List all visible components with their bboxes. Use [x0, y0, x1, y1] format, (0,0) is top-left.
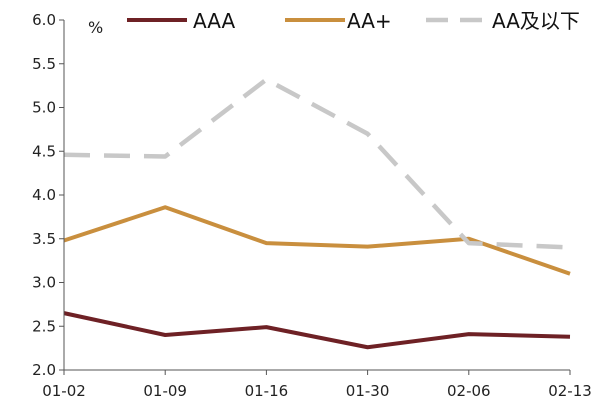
x-tick-label: 01-16 — [245, 382, 289, 400]
legend-label-AAA: AAA — [193, 9, 235, 33]
x-tick-label: 02-13 — [548, 382, 592, 400]
x-tick-label: 01-30 — [346, 382, 390, 400]
legend-label-AA及以下: AA及以下 — [492, 9, 580, 33]
x-tick-label: 01-09 — [143, 382, 187, 400]
axis-layer: 2.0 2.5 3.0 3.5 4.0 4.5 5.0 5.5 6.0 01-02 01-09 01-… — [32, 11, 592, 400]
y-tick-label: 2.0 — [32, 361, 56, 379]
legend: AAA AA+ AA及以下 — [127, 9, 580, 33]
y-tick-label: 3.5 — [32, 230, 56, 248]
y-tick-label: 3.0 — [32, 274, 56, 292]
y-tick-label: 6.0 — [32, 11, 56, 29]
series-line-AAA — [63, 311, 571, 350]
series-layer — [63, 77, 571, 350]
x-tick-label: 02-06 — [447, 382, 491, 400]
series-line-AA+ — [63, 205, 571, 276]
y-tick-label: 4.5 — [32, 142, 56, 160]
unit-label: % — [88, 18, 103, 37]
legend-label-AA+: AA+ — [347, 9, 392, 33]
y-tick-label: 5.5 — [32, 55, 56, 73]
series-line-AA及以下 — [63, 77, 571, 250]
y-tick-label: 4.0 — [32, 186, 56, 204]
x-tick-label: 01-02 — [42, 382, 86, 400]
y-tick-label: 5.0 — [32, 99, 56, 117]
y-tick-label: 2.5 — [32, 317, 56, 335]
